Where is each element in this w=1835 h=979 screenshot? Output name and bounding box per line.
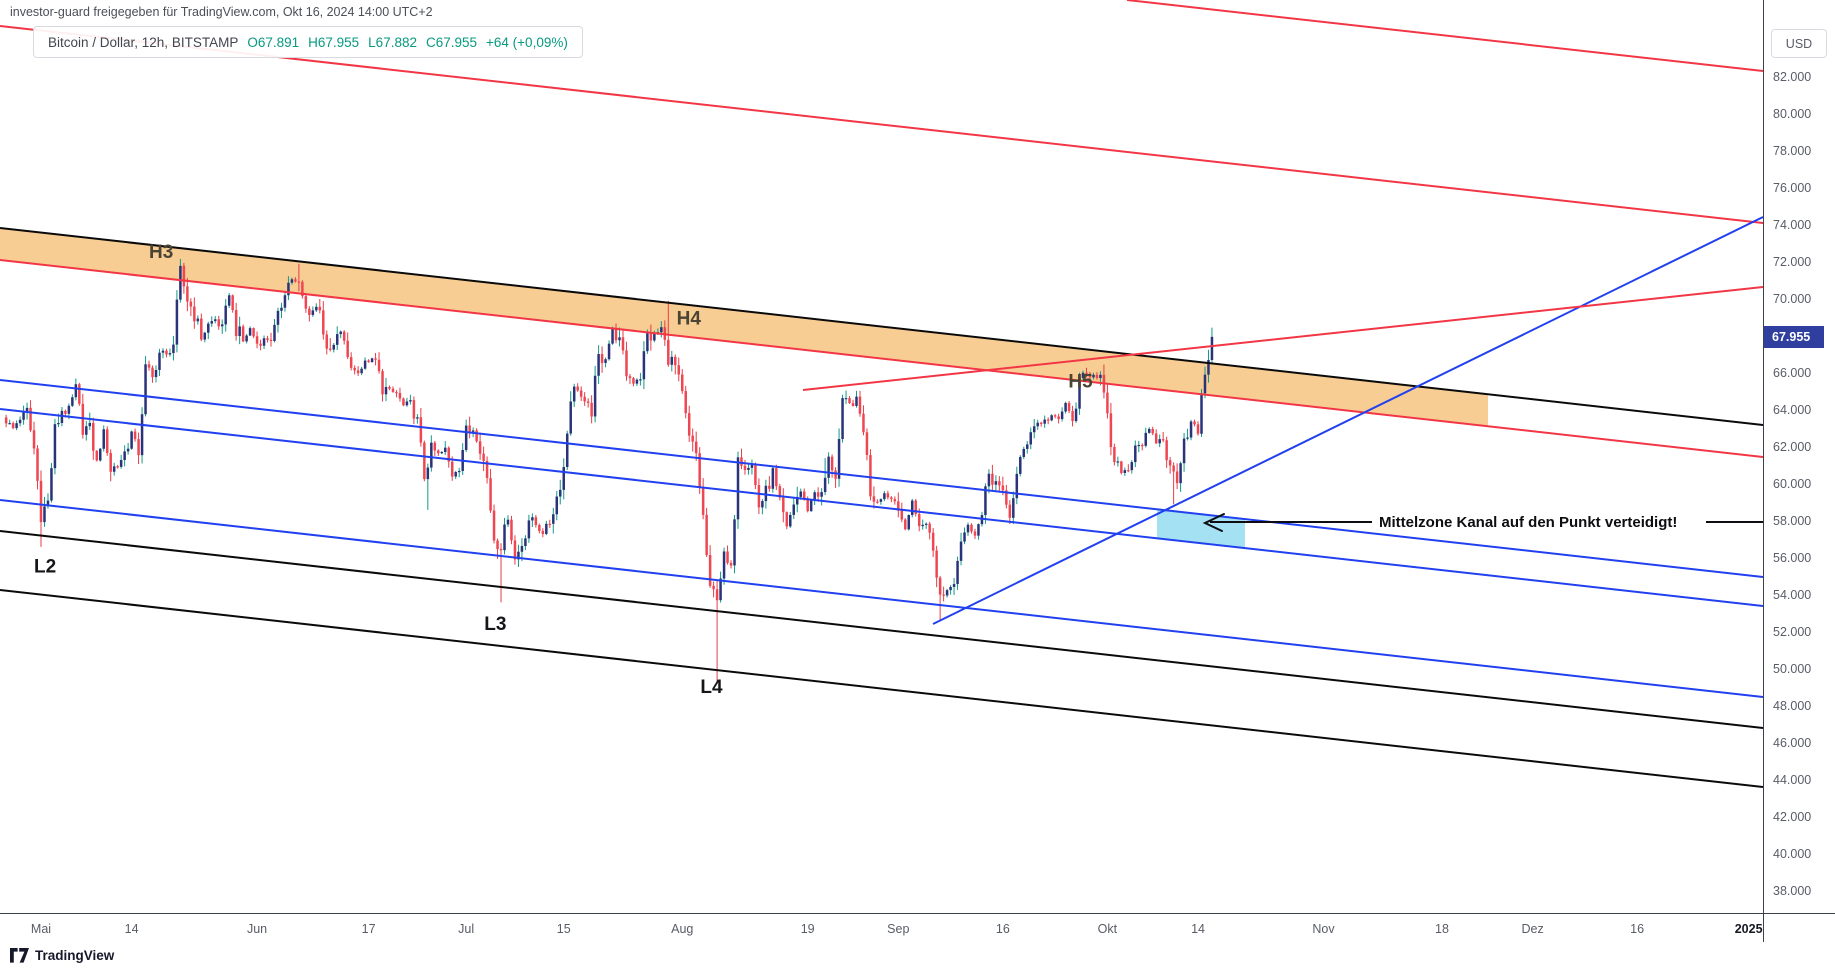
swing-label-l3: L3 [484,614,506,635]
legend-low-value: L67.882 [368,34,417,50]
mittelzone-highlight-box [1157,509,1245,548]
band-bottom-red-line[interactable] [0,259,1763,458]
upper-channel-band [0,228,1488,426]
price-tick: 54.000 [1773,588,1812,602]
price-tick: 42.000 [1773,810,1812,824]
time-tick: 14 [124,922,139,936]
price-tick: 56.000 [1773,551,1812,565]
price-tick: 46.000 [1773,736,1812,750]
price-tick: 52.000 [1773,625,1812,639]
price-tick: 78.000 [1773,144,1812,158]
price-tick: 40.000 [1773,847,1812,861]
price-tick: 48.000 [1773,699,1812,713]
price-tick: 60.000 [1773,477,1812,491]
price-tick: 58.000 [1773,514,1812,528]
lower-black-line-1[interactable] [0,530,1763,729]
last-price-label: 67.955 [1764,325,1824,348]
swing-label-l4: L4 [700,677,723,698]
axis-corner-divider [1763,914,1764,942]
lower-black-line-2[interactable] [0,589,1763,788]
price-tick: 50.000 [1773,662,1812,676]
price-tick: 76.000 [1773,181,1812,195]
top-right-red-line[interactable] [1126,0,1763,72]
time-tick: Okt [1097,922,1118,936]
blue-channel-line-2[interactable] [0,408,1763,607]
currency-toggle-button[interactable]: USD [1771,29,1827,58]
time-tick: 16 [995,922,1010,936]
time-tick: 14 [1191,922,1205,936]
upper-red-channel-line[interactable] [0,25,1763,224]
price-tick: 66.000 [1773,366,1812,380]
time-axis[interactable]: Mai 14 Jun 17 Jul 15 Aug 19 Sep 16 Okt 14 Nov 18 Dez 16… [0,913,1835,942]
legend-change-value: +64 (+0,09%) [486,34,568,50]
time-tick: Sep [887,922,910,936]
tradingview-logo-icon [10,948,29,963]
swing-label-l2: L2 [34,557,56,578]
ascending-blue-trendline[interactable] [932,216,1763,625]
time-tick: Jul [458,922,475,936]
tradingview-watermark-label: TradingView [35,948,115,963]
time-tick: Jun [246,922,268,936]
price-tick: 80.000 [1773,107,1812,121]
time-tick: 18 [1435,922,1449,936]
time-tick: 2025 [1734,922,1763,936]
price-tick: 64.000 [1773,403,1812,417]
price-tick: 74.000 [1773,218,1812,232]
callout-arrow [1202,513,1763,532]
symbol-legend: Bitcoin / Dollar, 12h, BITSTAMP O67.891 … [33,26,583,58]
tradingview-watermark[interactable]: TradingView [10,948,114,963]
callout-text: Mittelzone Kanal auf den Punkt verteidig… [1379,514,1677,531]
price-chart-pane[interactable]: H3 H4 H5 L2 L3 L4 Mittelzone Kanal auf den Pun… [0,0,1763,913]
time-tick: Aug [671,922,694,936]
time-tick: Nov [1312,922,1335,936]
currency-label: USD [1785,36,1813,51]
time-tick: 19 [800,922,815,936]
time-tick: 17 [361,922,376,936]
time-tick: Mai [30,922,52,936]
time-tick: 16 [1630,922,1645,936]
price-tick: 82.000 [1773,70,1812,84]
blue-channel-line-1[interactable] [0,379,1763,578]
time-tick: Dez [1521,922,1544,936]
legend-open-value: O67.891 [247,34,300,50]
legend-high-value: H67.955 [308,34,360,50]
price-tick: 62.000 [1773,440,1812,454]
symbol-title: Bitcoin / Dollar, 12h, BITSTAMP [48,34,239,50]
price-axis[interactable]: 82.000 80.000 78.000 76.000 74.000 72.000 70.0… [1763,0,1835,913]
swing-label-h3: H3 [149,242,173,263]
swing-label-h5: H5 [1068,372,1093,393]
ascending-red-trendline[interactable] [802,286,1763,391]
price-tick: 38.000 [1773,884,1812,898]
price-tick: 44.000 [1773,773,1812,787]
publish-info-line: investor-guard freigegeben für TradingVi… [10,5,433,19]
legend-close-value: C67.955 [425,34,478,50]
price-tick: 70.000 [1773,292,1812,306]
blue-channel-line-3[interactable] [0,499,1763,698]
swing-label-h4: H4 [677,309,702,330]
price-tick: 72.000 [1773,255,1812,269]
band-top-black-line[interactable] [0,227,1763,426]
time-tick: 15 [556,922,571,936]
